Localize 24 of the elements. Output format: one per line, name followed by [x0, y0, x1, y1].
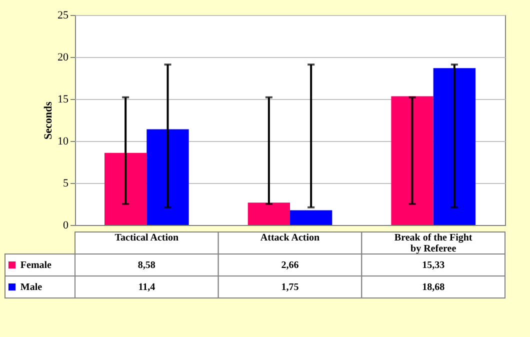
data-label: 15,33 — [422, 260, 445, 271]
data-label: 8,58 — [138, 260, 156, 271]
x-tick-label: Break of the Fight by Referee — [394, 232, 473, 254]
data-label: 18,68 — [422, 282, 445, 293]
y-tick-label: 10 — [58, 136, 69, 148]
legend-label: Male — [20, 282, 43, 293]
y-tick-label: 20 — [58, 52, 69, 64]
bar — [433, 68, 476, 225]
x-tick-label: Attack Action — [260, 232, 320, 244]
y-tick-label: 25 — [58, 10, 69, 22]
data-label: 11,4 — [138, 282, 156, 293]
x-tick-label: Tactical Action — [114, 232, 179, 244]
bar — [146, 129, 189, 225]
bar — [290, 210, 332, 225]
y-tick-label: 15 — [58, 94, 69, 106]
y-axis-title: Seconds — [42, 100, 54, 140]
bar — [391, 96, 434, 225]
bar — [248, 202, 290, 225]
legend-label: Female — [20, 260, 52, 271]
y-tick-label: 5 — [63, 178, 69, 190]
y-tick-label: 0 — [63, 220, 69, 232]
bar — [104, 152, 147, 225]
data-label: 2,66 — [281, 260, 299, 271]
data-label: 1,75 — [281, 282, 299, 293]
